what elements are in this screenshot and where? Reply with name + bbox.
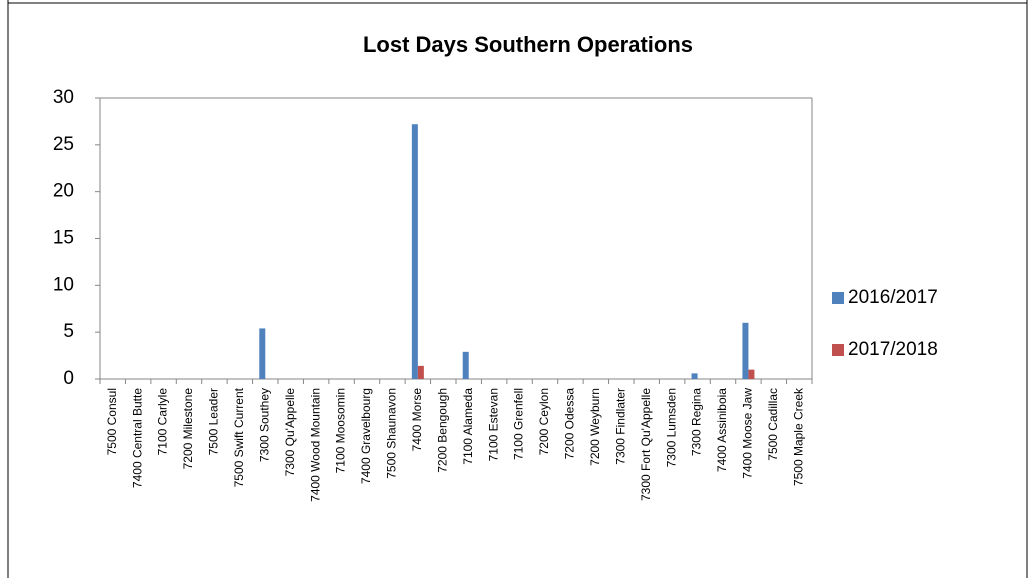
x-tick-label: 7400 Gravelbourg bbox=[359, 388, 373, 484]
x-tick-label: 7100 Carlyle bbox=[156, 388, 170, 456]
x-tick-label: 7200 Odessa bbox=[563, 388, 577, 460]
x-tick-label: 7300 Qu'Appelle bbox=[283, 388, 297, 477]
x-tick-label: 7300 Fort Qu'Appelle bbox=[639, 388, 653, 501]
legend-label: 2016/2017 bbox=[848, 287, 938, 308]
x-tick-label: 7500 Shaunavon bbox=[385, 388, 399, 479]
bar bbox=[462, 351, 469, 379]
y-tick-label: 15 bbox=[53, 228, 74, 249]
legend-swatch bbox=[832, 344, 844, 356]
y-tick-label: 20 bbox=[53, 181, 74, 202]
y-tick-label: 5 bbox=[63, 321, 74, 342]
x-tick-label: 7500 Cadillac bbox=[766, 388, 780, 461]
x-tick-label: 7400 Central Butte bbox=[130, 388, 144, 488]
y-tick-label: 0 bbox=[63, 368, 74, 389]
x-tick-label: 7200 Weyburn bbox=[588, 388, 602, 466]
x-tick-label: 7400 Morse bbox=[410, 388, 424, 452]
y-tick-label: 25 bbox=[53, 134, 74, 155]
x-tick-label: 7400 Moose Jaw bbox=[741, 388, 755, 479]
x-tick-label: 7500 Maple Creek bbox=[791, 387, 805, 486]
x-tick-label: 7300 Regina bbox=[690, 388, 704, 456]
x-tick-label: 7200 Milestone bbox=[181, 388, 195, 470]
legend-swatch bbox=[832, 292, 844, 304]
x-tick-label: 7500 Leader bbox=[207, 388, 221, 455]
x-tick-label: 7300 Findlater bbox=[613, 388, 627, 465]
bar bbox=[417, 365, 424, 379]
x-tick-label: 7100 Alameda bbox=[461, 388, 475, 465]
x-tick-label: 7200 Ceylon bbox=[537, 388, 551, 455]
x-tick-label: 7500 Consul bbox=[105, 388, 119, 455]
bar bbox=[748, 369, 755, 379]
y-tick-label: 10 bbox=[53, 274, 74, 295]
x-tick-label: 7400 Assiniboia bbox=[715, 388, 729, 472]
bar bbox=[259, 328, 266, 379]
x-tick-label: 7300 Lumsden bbox=[664, 388, 678, 467]
bar bbox=[742, 322, 749, 379]
x-tick-label: 7100 Moosomin bbox=[334, 388, 348, 473]
x-tick-label: 7400 Wood Mountain bbox=[308, 388, 322, 502]
x-tick-label: 7500 Swift Current bbox=[232, 387, 246, 487]
legend-label: 2017/2018 bbox=[848, 339, 938, 360]
chart-title: Lost Days Southern Operations bbox=[363, 32, 693, 57]
x-tick-label: 7300 Southey bbox=[257, 388, 271, 462]
x-tick-label: 7100 Estevan bbox=[486, 388, 500, 461]
bar bbox=[411, 124, 418, 379]
x-tick-label: 7100 Grenfell bbox=[512, 388, 526, 460]
y-tick-label: 30 bbox=[53, 87, 74, 108]
bar bbox=[691, 373, 698, 379]
x-tick-label: 7200 Bengough bbox=[435, 388, 449, 473]
